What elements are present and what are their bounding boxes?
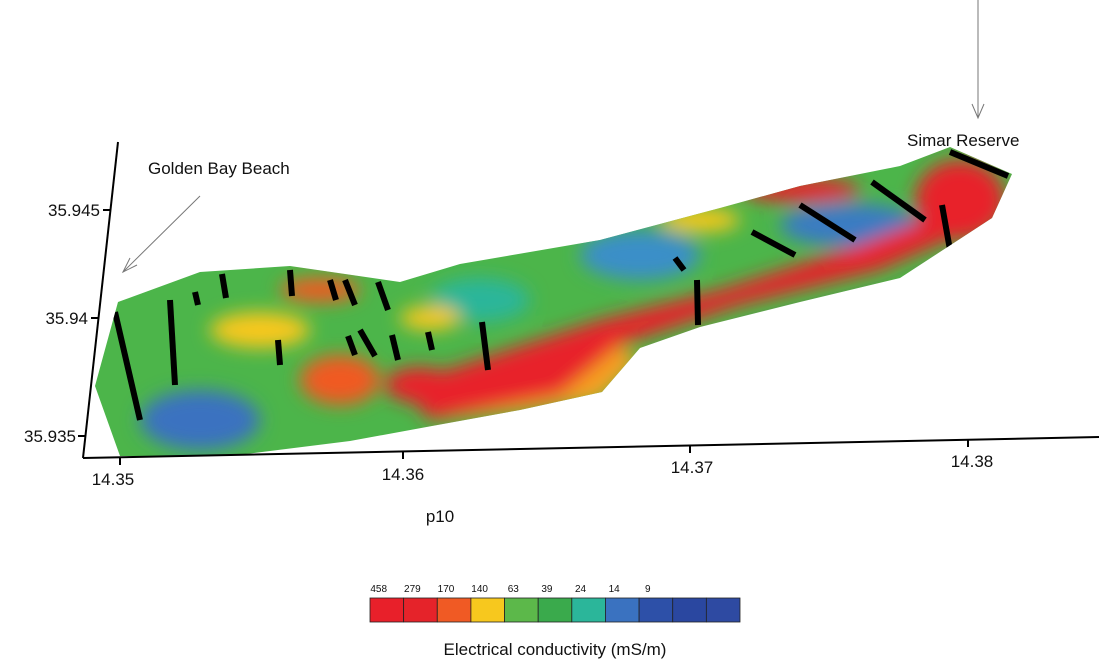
y-tick-label: 35.945 xyxy=(48,201,100,220)
legend: 458 279 170 140 63 39 24 14 9 xyxy=(369,584,741,623)
conductivity-surface xyxy=(95,147,1012,456)
legend-value: 140 xyxy=(471,584,488,595)
legend-swatch xyxy=(638,597,674,623)
y-tick-label: 35.935 xyxy=(24,427,76,446)
legend-value: 14 xyxy=(609,584,621,595)
legend-value: 279 xyxy=(404,584,421,595)
annotation: Simar Reserve xyxy=(907,131,1019,150)
x-tick-label: 14.35 xyxy=(92,470,135,489)
legend-value: 458 xyxy=(370,584,387,595)
x-tick-label: 14.36 xyxy=(382,465,425,484)
axes xyxy=(78,141,1099,465)
x-tick-label: 14.37 xyxy=(671,458,714,477)
x-tick-label: 14.38 xyxy=(951,452,994,471)
annotation-arrows xyxy=(121,0,985,274)
legend-swatch xyxy=(470,597,505,623)
legend-swatch xyxy=(403,597,438,623)
annotation: Golden Bay Beach xyxy=(148,159,290,178)
legend-swatch xyxy=(504,597,539,623)
legend-swatch xyxy=(571,597,606,623)
x-axis-label: p10 xyxy=(426,507,454,526)
legend-swatch xyxy=(672,597,707,623)
legend-value: 39 xyxy=(541,584,553,595)
legend-value: 24 xyxy=(575,584,587,595)
legend-swatch xyxy=(436,597,472,623)
legend-value: 63 xyxy=(508,584,520,595)
y-tick-label: 35.94 xyxy=(45,309,88,328)
legend-swatch xyxy=(537,597,573,623)
survey-lines xyxy=(112,149,1010,421)
legend-swatch xyxy=(705,597,741,623)
legend-title: Electrical conductivity (mS/m) xyxy=(444,640,667,659)
legend-value: 9 xyxy=(645,584,651,595)
legend-swatch xyxy=(369,597,405,623)
legend-swatch xyxy=(605,597,640,623)
legend-value: 170 xyxy=(438,584,455,595)
